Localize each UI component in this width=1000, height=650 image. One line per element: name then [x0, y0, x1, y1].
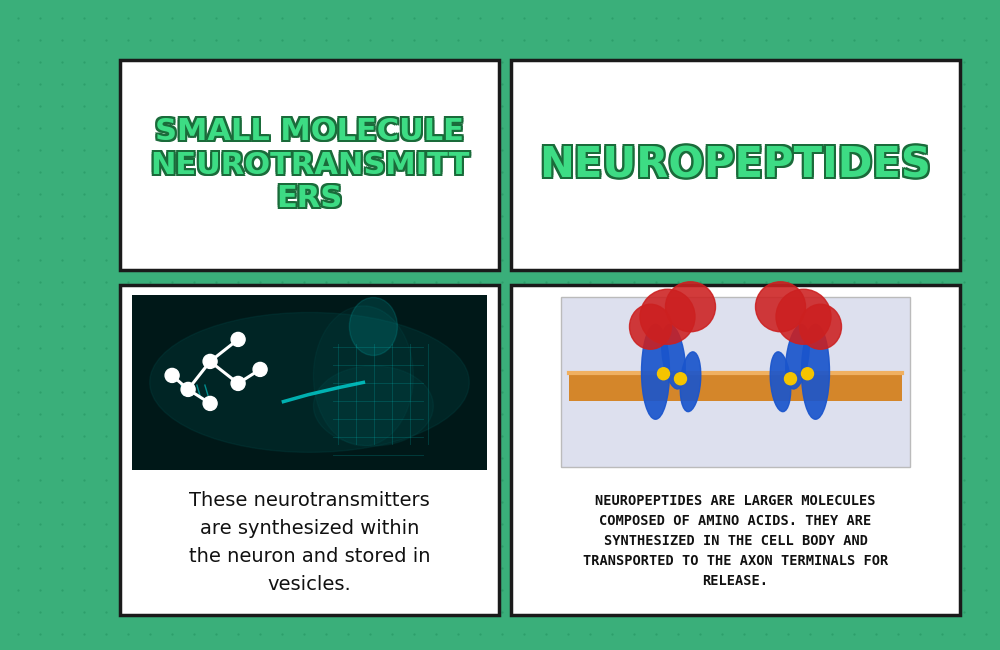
- FancyBboxPatch shape: [511, 285, 960, 615]
- Text: SMALL MOLECULE
NEUROTRANSMITT
ERS: SMALL MOLECULE NEUROTRANSMITT ERS: [148, 119, 467, 215]
- Ellipse shape: [640, 289, 695, 344]
- Ellipse shape: [786, 324, 809, 389]
- Circle shape: [231, 376, 245, 391]
- Text: NEUROPEPTIDES: NEUROPEPTIDES: [542, 142, 933, 184]
- Circle shape: [165, 369, 179, 382]
- Ellipse shape: [662, 324, 685, 389]
- Text: NEUROPEPTIDES: NEUROPEPTIDES: [538, 146, 929, 188]
- Ellipse shape: [756, 281, 806, 332]
- Text: NEUROPEPTIDES: NEUROPEPTIDES: [538, 144, 929, 186]
- Circle shape: [253, 363, 267, 376]
- Text: NEUROPEPTIDES: NEUROPEPTIDES: [538, 142, 929, 184]
- Text: SMALL MOLECULE
NEUROTRANSMITT
ERS: SMALL MOLECULE NEUROTRANSMITT ERS: [148, 115, 467, 211]
- FancyBboxPatch shape: [511, 60, 960, 270]
- Ellipse shape: [313, 306, 413, 446]
- Text: These neurotransmitters
are synthesized within
the neuron and stored in
vesicles: These neurotransmitters are synthesized …: [189, 491, 430, 594]
- Text: NEUROPEPTIDES: NEUROPEPTIDES: [540, 146, 931, 188]
- Circle shape: [784, 372, 796, 385]
- Text: NEUROPEPTIDES: NEUROPEPTIDES: [542, 144, 933, 186]
- Text: NEUROPEPTIDES: NEUROPEPTIDES: [542, 146, 933, 188]
- Text: SMALL MOLECULE
NEUROTRANSMITT
ERS: SMALL MOLECULE NEUROTRANSMITT ERS: [150, 115, 469, 211]
- Ellipse shape: [666, 281, 716, 332]
- Ellipse shape: [680, 352, 701, 411]
- Circle shape: [231, 332, 245, 346]
- Text: SMALL MOLECULE
NEUROTRANSMITT
ERS: SMALL MOLECULE NEUROTRANSMITT ERS: [152, 115, 471, 211]
- Circle shape: [181, 382, 195, 396]
- FancyBboxPatch shape: [132, 295, 487, 470]
- Ellipse shape: [770, 352, 791, 411]
- Text: SMALL MOLECULE
NEUROTRANSMITT
ERS: SMALL MOLECULE NEUROTRANSMITT ERS: [150, 119, 469, 215]
- FancyBboxPatch shape: [120, 285, 499, 615]
- Ellipse shape: [313, 366, 433, 446]
- Circle shape: [802, 368, 814, 380]
- FancyBboxPatch shape: [561, 297, 910, 467]
- FancyBboxPatch shape: [120, 60, 499, 270]
- Text: SMALL MOLECULE
NEUROTRANSMITT
ERS: SMALL MOLECULE NEUROTRANSMITT ERS: [152, 117, 471, 213]
- Ellipse shape: [642, 324, 670, 419]
- Text: SMALL MOLECULE
NEUROTRANSMITT
ERS: SMALL MOLECULE NEUROTRANSMITT ERS: [152, 119, 471, 215]
- Text: NEUROPEPTIDES: NEUROPEPTIDES: [540, 142, 931, 184]
- Ellipse shape: [630, 304, 672, 349]
- Circle shape: [203, 396, 217, 410]
- Ellipse shape: [776, 289, 831, 344]
- Ellipse shape: [802, 324, 830, 419]
- Text: NEUROPEPTIDES ARE LARGER MOLECULES
COMPOSED OF AMINO ACIDS. THEY ARE
SYNTHESIZED: NEUROPEPTIDES ARE LARGER MOLECULES COMPO…: [583, 493, 888, 588]
- FancyBboxPatch shape: [569, 372, 902, 401]
- Circle shape: [203, 354, 217, 369]
- Ellipse shape: [800, 304, 842, 349]
- Ellipse shape: [349, 298, 397, 356]
- Text: NEUROPEPTIDES: NEUROPEPTIDES: [540, 144, 931, 186]
- Circle shape: [658, 368, 670, 380]
- Text: SMALL MOLECULE
NEUROTRANSMITT
ERS: SMALL MOLECULE NEUROTRANSMITT ERS: [150, 117, 469, 213]
- Circle shape: [674, 372, 686, 385]
- Text: SMALL MOLECULE
NEUROTRANSMITT
ERS: SMALL MOLECULE NEUROTRANSMITT ERS: [148, 117, 467, 213]
- Ellipse shape: [150, 313, 469, 452]
